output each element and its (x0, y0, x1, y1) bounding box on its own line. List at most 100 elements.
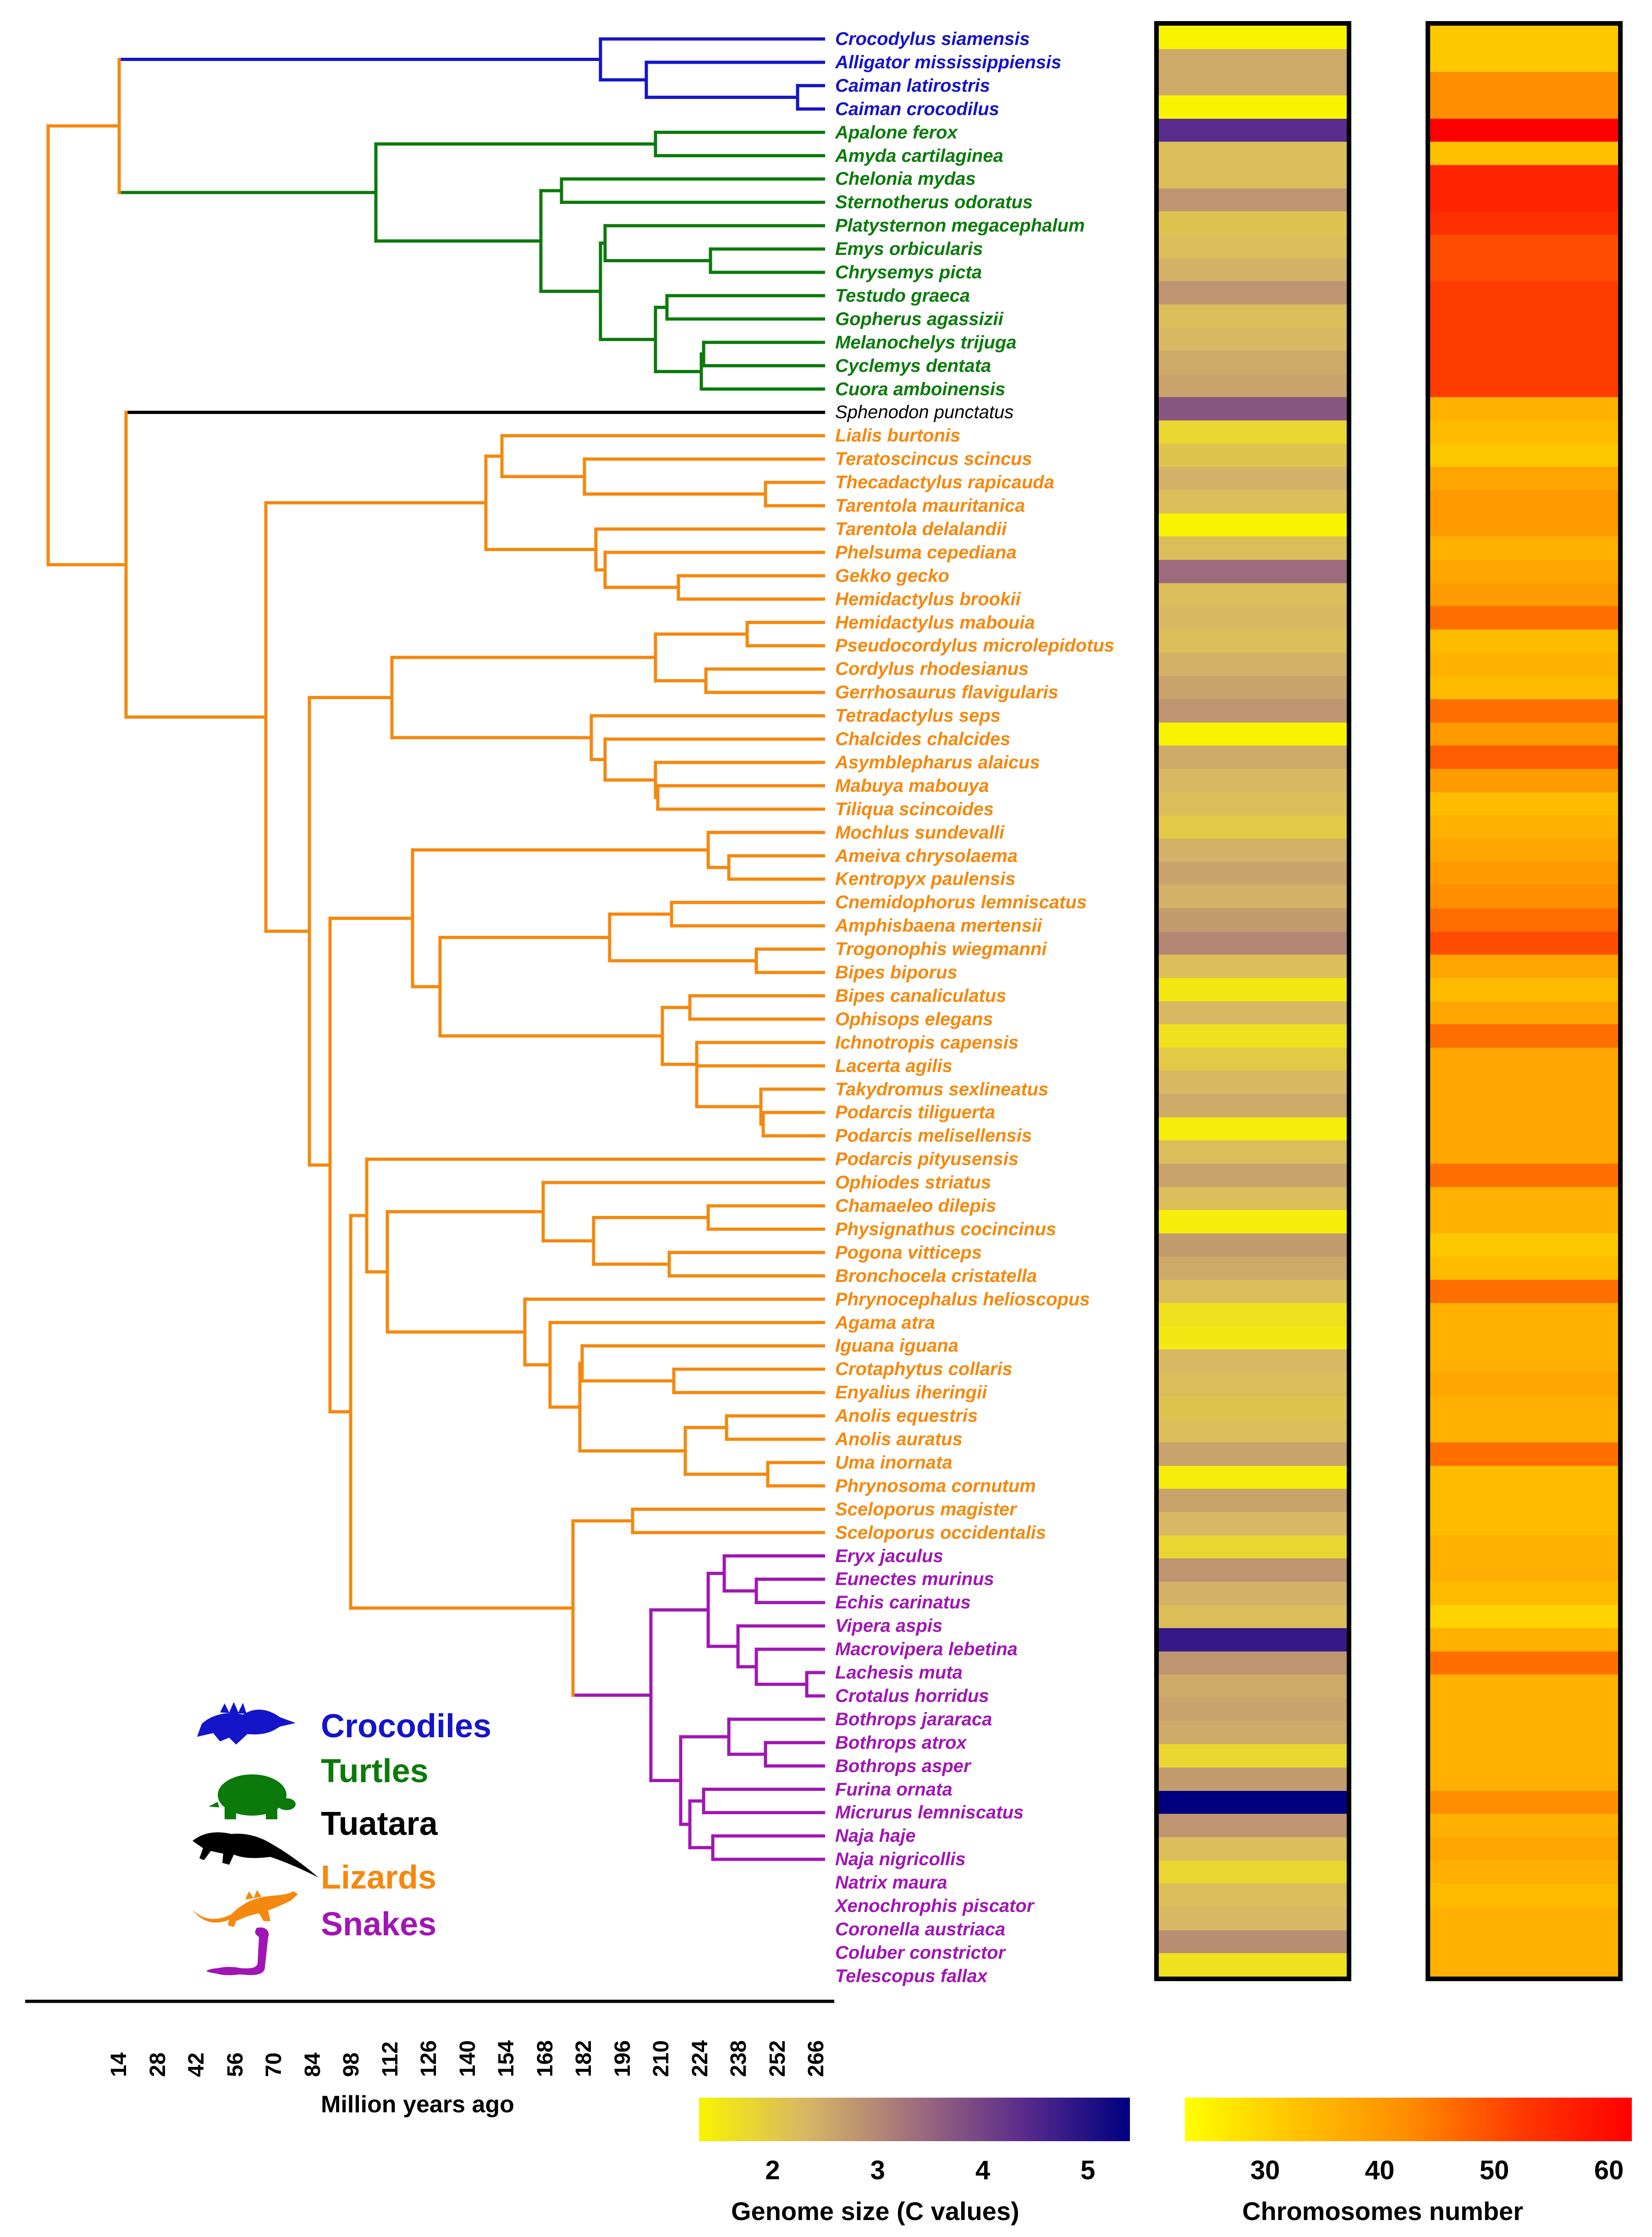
heatmap-cell (1430, 1721, 1618, 1745)
heatmap-cell (1430, 1117, 1618, 1141)
heatmap-cell (1159, 1930, 1347, 1954)
taxon-label: Cordylus rhodesianus (835, 659, 1029, 679)
heatmap-cell (1430, 1140, 1618, 1165)
genome-size-legend-title: Genome size (C values) (731, 2197, 1019, 2226)
taxon-label: Naja haje (835, 1826, 916, 1846)
time-axis-tick-label: 70 (262, 2052, 286, 2077)
time-axis-title: Million years ago (321, 2091, 514, 2118)
time-axis-tick-label: 140 (455, 2040, 480, 2077)
taxon-label: Asymblepharus alaicus (835, 752, 1040, 773)
heatmap-cell (1159, 722, 1347, 746)
taxon-label: Sphenodon punctatus (835, 402, 1014, 423)
heatmap-cell (1159, 420, 1347, 444)
heatmap-cell (1159, 1047, 1347, 1072)
crocodile-icon (197, 1702, 296, 1745)
snake-icon (206, 1927, 269, 1975)
taxon-label: Sternotherus odoratus (835, 192, 1033, 213)
taxon-label: Crotaphytus collaris (835, 1359, 1013, 1380)
taxon-label: Apalone ferox (835, 122, 958, 143)
heatmap-cell (1430, 443, 1618, 468)
heatmap-cell (1430, 630, 1618, 653)
heatmap-cell (1430, 1280, 1618, 1304)
heatmap-cell (1159, 1674, 1347, 1699)
heatmap-cell (1430, 1953, 1618, 1977)
heatmap-cell (1159, 327, 1347, 352)
heatmap-cell (1430, 304, 1618, 328)
heatmap-cell (1159, 1489, 1347, 1513)
turtle-icon (209, 1774, 296, 1819)
legend-label-crocodiles: Crocodiles (321, 1708, 492, 1745)
heatmap-cell (1159, 1001, 1347, 1025)
taxon-label: Macrovipera lebetina (835, 1639, 1018, 1660)
taxon-label: Bothrops atrox (835, 1732, 967, 1753)
heatmap-cell (1430, 838, 1618, 862)
colorbar-tick-label: 40 (1365, 2155, 1395, 2185)
taxon-label: Bothrops asper (835, 1756, 971, 1776)
taxon-label: Tarentola delalandii (835, 519, 1007, 539)
heatmap-cell (1430, 908, 1618, 932)
heatmap-cell (1430, 327, 1618, 352)
heatmap-cell (1430, 1187, 1618, 1211)
time-axis-tick-label: 56 (223, 2052, 248, 2077)
heatmap-cell (1159, 676, 1347, 700)
heatmap-cell (1430, 1349, 1618, 1373)
heatmap-cell (1159, 1883, 1347, 1908)
heatmap-cell (1430, 1396, 1618, 1420)
taxon-label: Cnemidophorus lemniscatus (835, 892, 1087, 913)
heatmap-cell (1159, 1744, 1347, 1768)
heatmap-cell (1430, 931, 1618, 956)
taxon-label: Enyalius iheringii (835, 1382, 987, 1403)
taxon-label: Crocodylus siamensis (835, 29, 1030, 49)
heatmap-cell (1430, 1674, 1618, 1699)
heatmap-cell (1430, 699, 1618, 723)
heatmap-cell (1159, 1535, 1347, 1559)
taxon-label: Iguana iguana (835, 1336, 958, 1356)
heatmap-cell (1430, 722, 1618, 746)
heatmap-cell (1430, 1581, 1618, 1606)
taxon-label: Natrix maura (835, 1872, 947, 1893)
taxon-label: Teratoscincus scincus (835, 449, 1032, 469)
heatmap-cell (1430, 1001, 1618, 1025)
taxon-label: Ophiodes striatus (835, 1172, 991, 1193)
heatmap-cell (1430, 1628, 1618, 1652)
heatmap-cell (1430, 606, 1618, 630)
heatmap-cell (1159, 1140, 1347, 1165)
heatmap-cell (1159, 118, 1347, 143)
heatmap-cell (1159, 630, 1347, 653)
lizard-icon (193, 1890, 298, 1927)
heatmap-cell (1159, 49, 1347, 73)
colorbar-tick-label: 50 (1479, 2155, 1509, 2185)
heatmap-cell (1430, 792, 1618, 816)
time-axis-tick-label: 224 (688, 2040, 712, 2077)
heatmap-cell (1430, 1535, 1618, 1559)
genome-size-colorbar (699, 2098, 1130, 2141)
heatmap-cell (1159, 258, 1347, 282)
taxon-label: Chamaeleo dilepis (835, 1196, 997, 1216)
time-axis-tick-label: 112 (378, 2041, 402, 2077)
heatmap-cell (1430, 978, 1618, 1002)
heatmap-cell (1159, 72, 1347, 96)
taxon-label: Cuora amboinensis (835, 379, 1006, 399)
heatmap-cell (1430, 397, 1618, 421)
heatmap-cell (1430, 211, 1618, 235)
heatmap-cell (1430, 1071, 1618, 1095)
taxon-label: Amphisbaena mertensii (835, 916, 1042, 936)
time-axis-tick-label: 28 (145, 2052, 170, 2077)
heatmap-cell (1430, 1210, 1618, 1234)
taxon-label: Furina ornata (835, 1779, 953, 1800)
time-axis-tick-label: 266 (804, 2040, 828, 2077)
taxon-label: Chalcides chalcides (835, 729, 1011, 749)
time-axis-tick-label: 154 (494, 2040, 518, 2077)
heatmap-cell (1159, 1372, 1347, 1397)
time-axis-tick-label: 182 (572, 2040, 596, 2077)
heatmap-cell (1159, 652, 1347, 677)
taxon-label: Caiman latirostris (835, 75, 990, 96)
heatmap-cell (1159, 95, 1347, 119)
heatmap-cell (1430, 26, 1618, 50)
heatmap-cell (1159, 885, 1347, 909)
heatmap-cell (1430, 234, 1618, 259)
heatmap-cell (1430, 1233, 1618, 1257)
heatmap-cell (1159, 1768, 1347, 1791)
heatmap-cell (1430, 815, 1618, 839)
taxon-label: Lachesis muta (835, 1663, 963, 1683)
